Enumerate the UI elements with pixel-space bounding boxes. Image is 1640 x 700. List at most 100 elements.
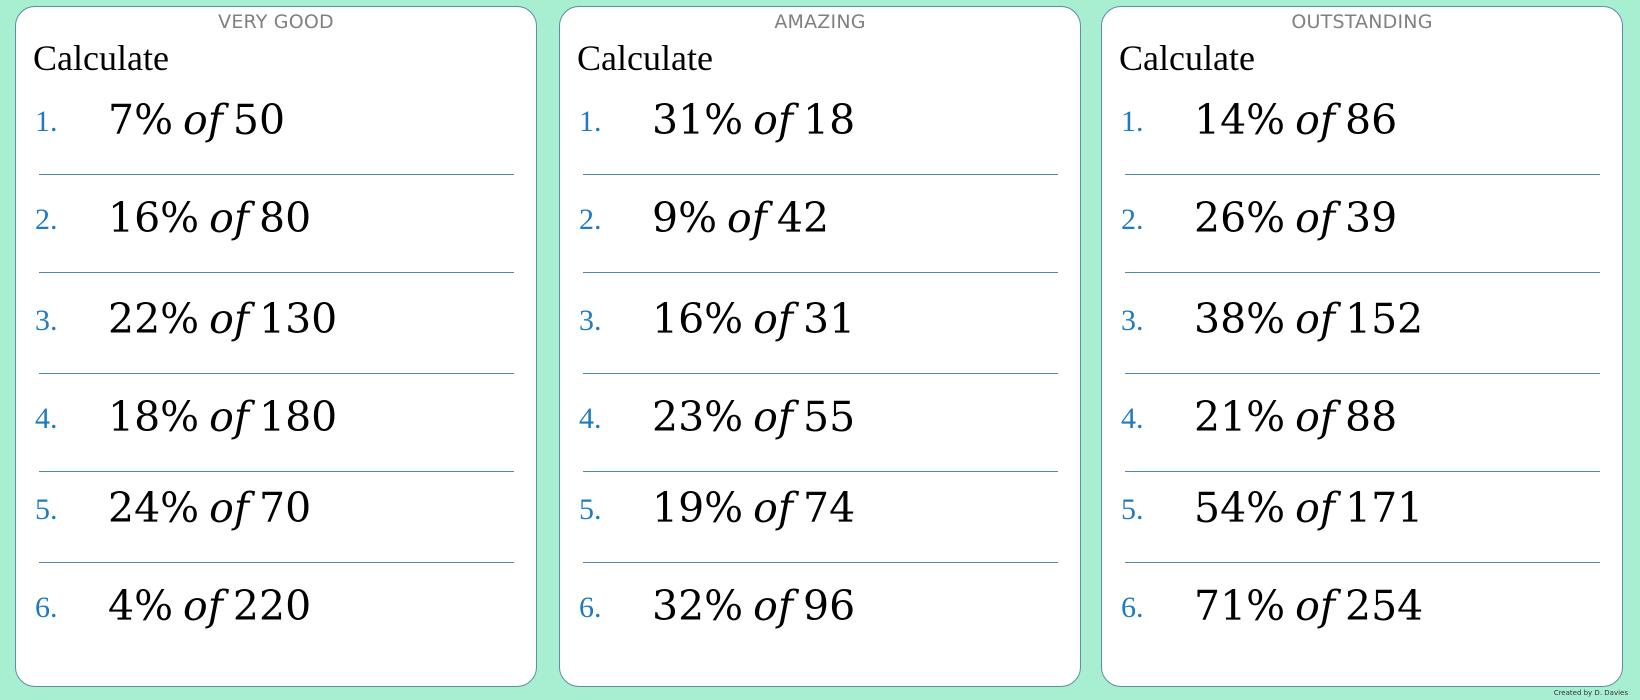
question-expression: 16% of 31 (652, 295, 855, 343)
question-expression: 71% of 254 (1194, 582, 1423, 630)
answer-line (583, 562, 1058, 563)
of-word: of (1295, 194, 1335, 242)
question-number: 4. (1121, 402, 1144, 435)
of-word: of (1295, 393, 1335, 441)
question-item: 1. 14% of 86 (1102, 77, 1622, 175)
of-word: of (753, 484, 793, 532)
of-word: of (209, 393, 249, 441)
of-word: of (183, 96, 223, 144)
quantity: 42 (776, 194, 830, 242)
percent: 23% (652, 393, 744, 441)
question-item: 4. 23% of 55 (560, 374, 1080, 472)
of-word: of (753, 295, 793, 343)
question-expression: 14% of 86 (1194, 96, 1397, 144)
percent: 31% (652, 96, 744, 144)
question-item: 6. 32% of 96 (560, 563, 1080, 661)
quantity: 180 (259, 393, 338, 441)
quantity: 80 (259, 194, 312, 242)
percent: 24% (108, 484, 200, 532)
question-number: 2. (35, 203, 58, 236)
question-number: 1. (579, 105, 602, 138)
card-heading: Calculate (577, 38, 713, 78)
difficulty-label: VERY GOOD (218, 11, 334, 33)
answer-line (583, 174, 1058, 175)
percent: 18% (108, 393, 200, 441)
quantity: 88 (1345, 393, 1398, 441)
question-number: 3. (35, 304, 58, 337)
question-item: 5. 54% of 171 (1102, 465, 1622, 563)
of-word: of (753, 582, 793, 630)
answer-line (1125, 373, 1600, 374)
difficulty-label: OUTSTANDING (1291, 11, 1433, 33)
question-number: 4. (579, 402, 602, 435)
answer-line (39, 373, 514, 374)
question-number: 5. (579, 493, 602, 526)
question-item: 5. 24% of 70 (16, 465, 536, 563)
question-expression: 22% of 130 (108, 295, 337, 343)
question-expression: 32% of 96 (652, 582, 855, 630)
question-expression: 31% of 18 (652, 96, 855, 144)
question-number: 4. (35, 402, 58, 435)
question-item: 1. 7% of 50 (16, 77, 536, 175)
card-heading: Calculate (33, 38, 169, 78)
worksheet-card-outstanding: OUTSTANDING Calculate 1. 14% of 86 2. 26% o… (1101, 6, 1623, 687)
question-expression: 24% of 70 (108, 484, 311, 532)
question-expression: 7% of 50 (108, 96, 285, 144)
answer-line (1125, 174, 1600, 175)
card-heading: Calculate (1119, 38, 1255, 78)
author-credit: Created by D. Davies (1553, 689, 1628, 697)
answer-line (39, 471, 514, 472)
question-expression: 16% of 80 (108, 194, 311, 242)
quantity: 39 (1345, 194, 1398, 242)
quantity: 96 (803, 582, 856, 630)
quantity: 130 (259, 295, 338, 343)
question-item: 3. 16% of 31 (560, 276, 1080, 374)
answer-line (1125, 272, 1600, 273)
of-word: of (209, 194, 249, 242)
of-word: of (209, 484, 249, 532)
of-word: of (1295, 295, 1335, 343)
question-item: 3. 22% of 130 (16, 276, 536, 374)
answer-line (39, 174, 514, 175)
question-item: 2. 26% of 39 (1102, 175, 1622, 273)
worksheet-card-very-good: VERY GOOD Calculate 1. 7% of 50 2. 16% of 80… (15, 6, 537, 687)
of-word: of (183, 582, 223, 630)
question-number: 5. (1121, 493, 1144, 526)
of-word: of (209, 295, 249, 343)
question-item: 4. 21% of 88 (1102, 374, 1622, 472)
quantity: 18 (803, 96, 856, 144)
question-item: 2. 9% of 42 (560, 175, 1080, 273)
percent: 16% (652, 295, 744, 343)
answer-line (1125, 471, 1600, 472)
question-number: 1. (1121, 105, 1144, 138)
worksheet-card-amazing: AMAZING Calculate 1. 31% of 18 2. 9% of 42 3… (559, 6, 1081, 687)
percent: 16% (108, 194, 200, 242)
question-item: 2. 16% of 80 (16, 175, 536, 273)
quantity: 254 (1345, 582, 1424, 630)
question-expression: 23% of 55 (652, 393, 855, 441)
quantity: 50 (232, 96, 286, 144)
of-word: of (1295, 96, 1335, 144)
question-number: 3. (1121, 304, 1144, 337)
question-number: 1. (35, 105, 58, 138)
percent: 22% (108, 295, 200, 343)
percent: 38% (1194, 295, 1286, 343)
question-expression: 21% of 88 (1194, 393, 1397, 441)
question-item: 4. 18% of 180 (16, 374, 536, 472)
difficulty-label: AMAZING (774, 11, 866, 33)
question-number: 6. (1121, 591, 1144, 624)
question-item: 6. 71% of 254 (1102, 563, 1622, 661)
answer-line (39, 562, 514, 563)
question-expression: 54% of 171 (1194, 484, 1423, 532)
question-number: 5. (35, 493, 58, 526)
question-item: 1. 31% of 18 (560, 77, 1080, 175)
quantity: 31 (803, 295, 856, 343)
of-word: of (1295, 484, 1335, 532)
question-number: 6. (35, 591, 58, 624)
percent: 54% (1194, 484, 1286, 532)
answer-line (1125, 562, 1600, 563)
percent: 19% (652, 484, 744, 532)
percent: 26% (1194, 194, 1286, 242)
percent: 4% (108, 582, 174, 630)
quantity: 171 (1345, 484, 1424, 532)
